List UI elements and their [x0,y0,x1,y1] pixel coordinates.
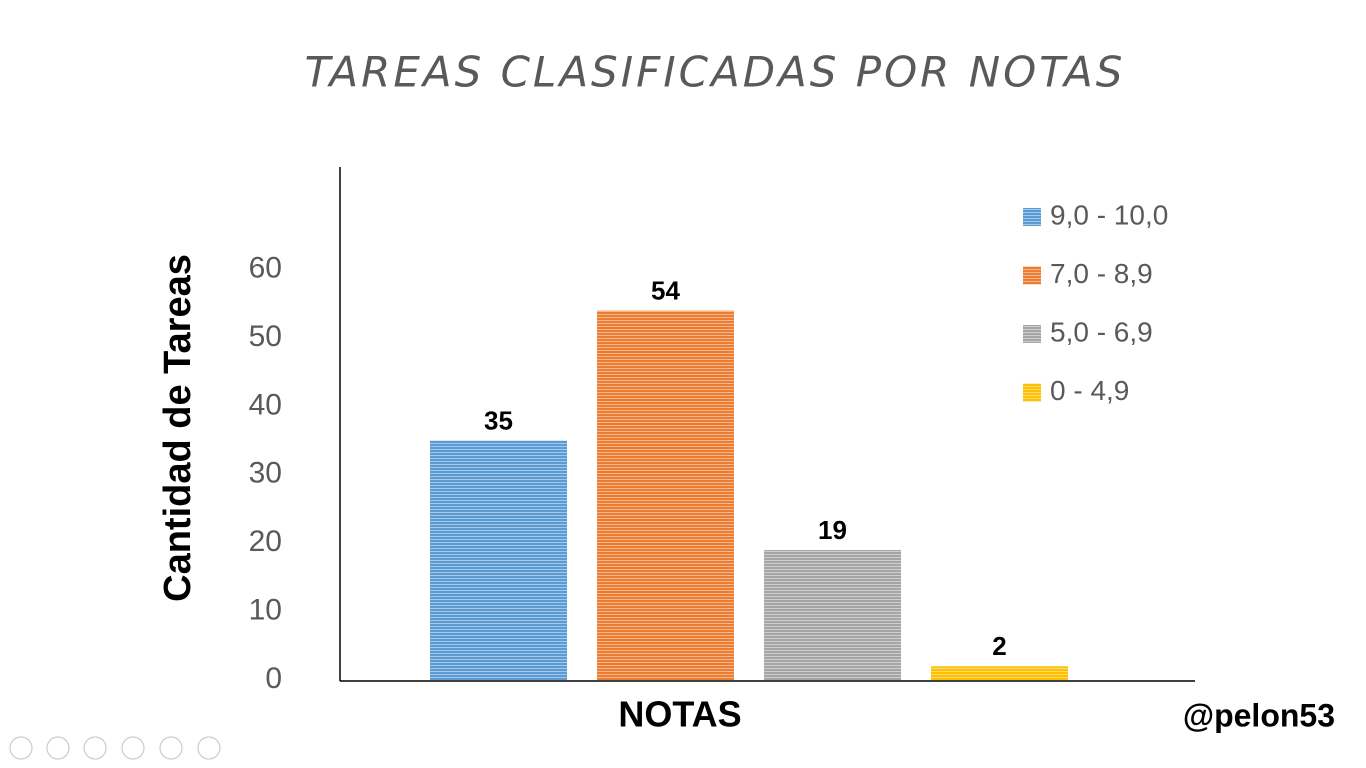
legend-label: 7,0 - 8,9 [1050,258,1153,289]
data-label: 19 [818,515,847,545]
legend-label: 0 - 4,9 [1050,375,1129,406]
y-tick-label: 30 [249,457,282,490]
y-tick-label: 40 [249,388,282,421]
legend-swatch [1023,325,1041,343]
data-label: 54 [651,276,680,306]
y-tick-label: 60 [249,252,282,285]
pen-button[interactable] [83,736,107,760]
more-button[interactable] [197,736,221,760]
y-tick-label: 0 [265,662,282,695]
zoom-button[interactable] [159,736,183,760]
bar [430,440,567,680]
prev-button[interactable] [9,736,33,760]
y-tick-label: 20 [249,525,282,558]
slides-button[interactable] [121,736,145,760]
bar [597,310,734,680]
slide-controls [9,736,221,760]
y-tick-label: 50 [249,320,282,353]
y-axis-label: Cantidad de Tareas [157,254,199,602]
bar [764,550,901,680]
bar [931,666,1068,680]
legend-swatch [1023,383,1041,402]
next-button[interactable] [46,736,70,760]
data-label: 2 [992,631,1006,661]
data-label: 35 [484,405,513,435]
legend-label: 5,0 - 6,9 [1050,316,1153,347]
legend-swatch [1023,266,1041,285]
watermark: @pelon53 [1183,697,1335,733]
y-tick-label: 10 [249,594,282,627]
legend-swatch [1023,208,1041,226]
x-axis-label: NOTAS [618,694,741,735]
chart-title: TAREAS CLASIFICADAS POR NOTAS [305,48,1126,97]
legend-label: 9,0 - 10,0 [1050,199,1168,230]
